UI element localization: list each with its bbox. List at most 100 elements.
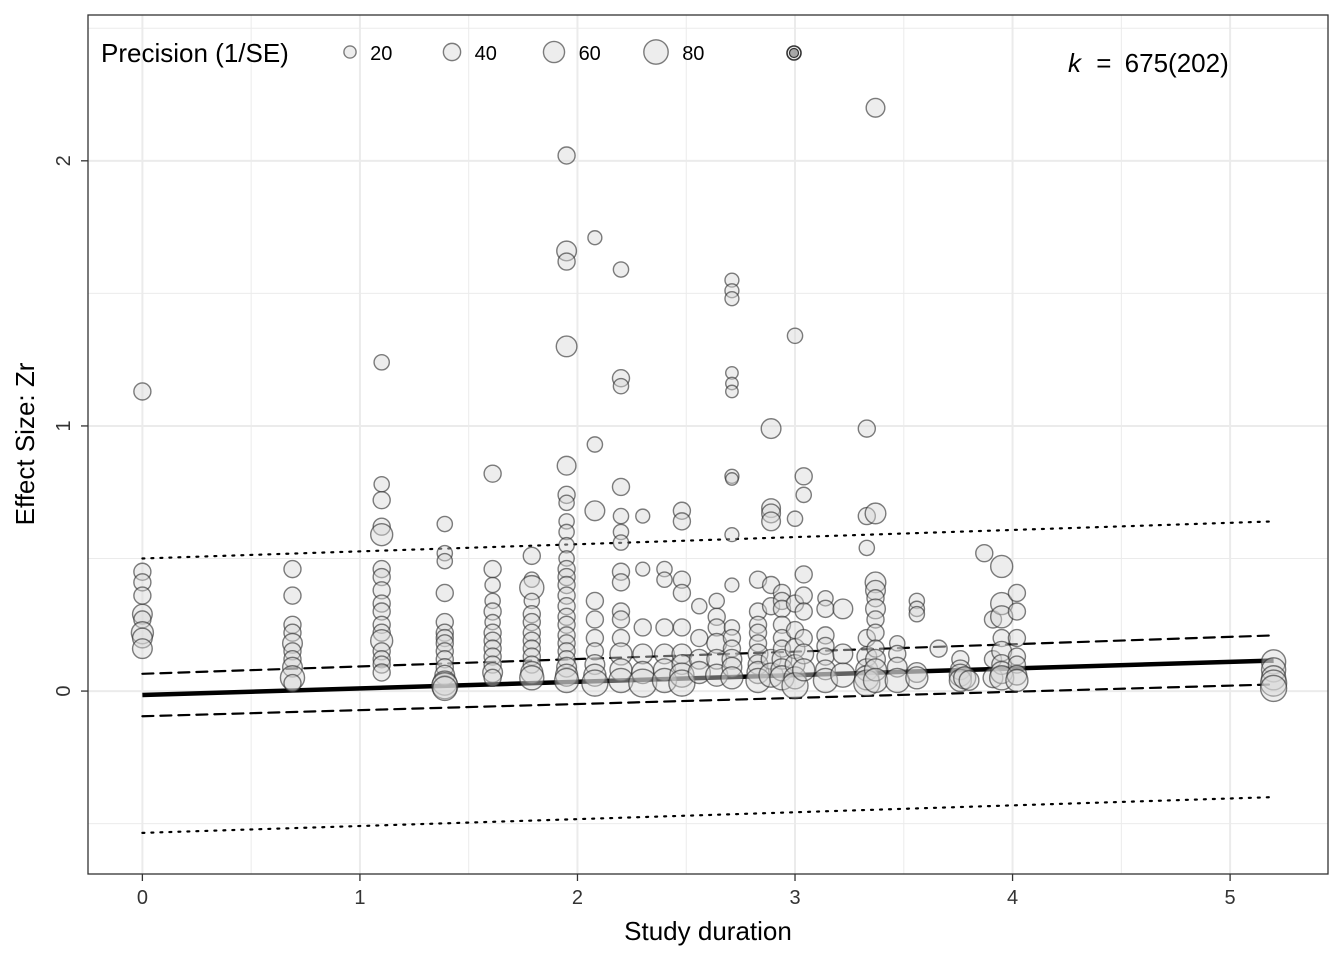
data-point (687, 660, 711, 685)
data-point (816, 636, 835, 656)
data-point (557, 597, 576, 616)
data-point (581, 669, 609, 697)
data-point (707, 618, 726, 637)
data-point (866, 589, 885, 608)
legend-key-circle (542, 40, 566, 64)
data-point (794, 467, 813, 486)
k-value: 675(202) (1125, 48, 1229, 78)
legend-key-label: 40 (475, 43, 497, 65)
data-point (609, 642, 633, 666)
data-point (722, 628, 742, 648)
x-tick-label: 3 (789, 887, 800, 909)
legend-key-label: 80 (682, 43, 704, 65)
x-tick-label: 4 (1007, 887, 1018, 909)
data-point (761, 511, 782, 532)
x-tick-label: 1 (354, 887, 365, 909)
data-point (905, 666, 929, 690)
y-axis-title: Effect Size: Zr (10, 362, 40, 525)
data-point (866, 610, 885, 629)
data-point (748, 623, 768, 642)
data-point (888, 635, 906, 652)
k-equals: = (1096, 48, 1111, 78)
data-point (1007, 628, 1027, 648)
data-point (794, 565, 813, 584)
data-point (817, 589, 834, 607)
data-points (130, 97, 1288, 703)
data-point (864, 571, 887, 594)
y-tick-label: 2 (53, 155, 75, 166)
data-point (724, 283, 740, 299)
data-point (653, 643, 676, 665)
data-point (864, 502, 887, 525)
data-point (725, 384, 739, 399)
data-point (436, 552, 454, 570)
x-tick-label: 5 (1225, 887, 1236, 909)
data-point (556, 656, 578, 678)
data-point (557, 252, 576, 271)
data-point (1259, 674, 1288, 703)
data-point (432, 675, 458, 702)
data-point (133, 573, 152, 592)
data-point (832, 643, 854, 665)
data-point (864, 598, 887, 620)
data-point (725, 472, 739, 486)
data-point (632, 643, 654, 665)
data-point (133, 382, 152, 401)
data-point (853, 669, 881, 697)
data-point (857, 419, 877, 438)
data-point (720, 666, 744, 690)
legend-items: 20 40 60 80 (343, 39, 802, 65)
data-point (794, 602, 813, 621)
data-point (523, 592, 541, 610)
data-point (1007, 602, 1027, 621)
data-point (794, 586, 813, 605)
data-point (482, 661, 504, 684)
legend-title: Precision (1/SE) (101, 38, 289, 68)
data-point (612, 534, 630, 551)
data-point (435, 623, 454, 642)
data-point (672, 512, 692, 531)
legend-key-circle (442, 42, 462, 62)
data-point (884, 667, 911, 694)
data-point (587, 230, 603, 246)
data-point (484, 613, 501, 631)
data-point (816, 599, 835, 619)
data-point (690, 628, 709, 648)
data-point (557, 615, 576, 635)
data-point (558, 523, 575, 541)
data-point (1005, 668, 1029, 693)
x-tick-label: 0 (137, 887, 148, 909)
data-point (557, 575, 576, 595)
data-point (724, 526, 740, 543)
axis-ticks: 0 1 2 3 4 5 0 1 2 (53, 155, 1236, 909)
data-point (724, 577, 740, 593)
data-point (655, 618, 674, 637)
data-point (708, 592, 726, 610)
data-point (635, 508, 651, 524)
data-point (553, 667, 580, 694)
data-point (863, 658, 888, 682)
data-point (612, 261, 630, 278)
data-point (672, 570, 692, 589)
data-point (989, 605, 1014, 629)
data-point (131, 627, 153, 649)
legend: Precision (1/SE) 20 40 60 80 (101, 38, 802, 68)
data-point (373, 475, 391, 493)
data-point (585, 610, 605, 629)
data-point (724, 291, 740, 307)
data-point (283, 586, 302, 605)
data-point (948, 668, 973, 693)
data-point (862, 667, 889, 694)
legend-key-label: 20 (370, 43, 392, 65)
data-point (865, 97, 886, 118)
data-point (558, 494, 575, 512)
data-point (435, 612, 454, 632)
data-point (816, 626, 835, 645)
data-point (794, 628, 813, 648)
data-point (373, 353, 391, 371)
data-point (725, 365, 739, 380)
data-point (611, 562, 631, 581)
legend-key-circle (643, 39, 669, 65)
data-point (372, 663, 391, 682)
